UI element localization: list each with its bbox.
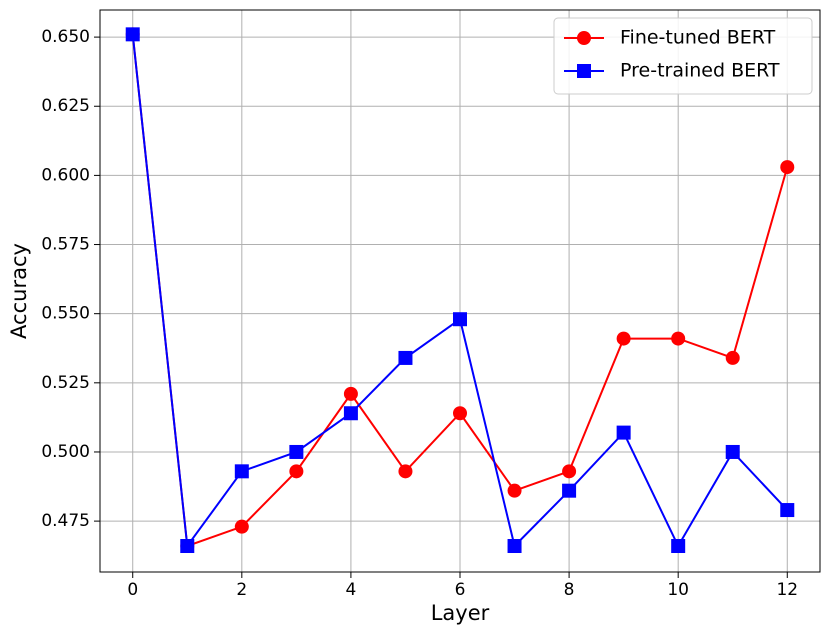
point: [507, 539, 522, 554]
x-tick-label: 2: [236, 580, 247, 600]
x-tick-label: 12: [776, 580, 798, 600]
y-tick-label: 0.475: [41, 511, 90, 531]
point: [289, 444, 304, 459]
point: [562, 483, 577, 498]
point: [725, 444, 740, 459]
y-axis-label: Accuracy: [7, 243, 31, 339]
point: [616, 425, 631, 440]
point: [562, 464, 577, 479]
point: [234, 464, 249, 479]
point: [671, 331, 686, 346]
point: [725, 350, 740, 365]
x-tick-label: 10: [667, 580, 689, 600]
y-tick-label: 0.600: [41, 165, 90, 185]
y-tick-label: 0.625: [41, 96, 90, 116]
point: [125, 27, 140, 42]
point: [343, 386, 358, 401]
point: [780, 160, 795, 175]
x-tick-label: 0: [127, 580, 138, 600]
legend-label: Pre-trained BERT: [620, 60, 780, 82]
plot-frame: [99, 9, 821, 573]
x-tick-label: 4: [345, 580, 356, 600]
y-tick-label: 0.550: [41, 304, 90, 324]
point: [507, 483, 522, 498]
legend-marker: [577, 31, 591, 45]
point: [780, 503, 795, 518]
legend-box: [553, 17, 813, 95]
point: [453, 406, 467, 421]
point: [234, 519, 249, 534]
point: [343, 406, 358, 421]
point: [398, 350, 413, 365]
x-axis-label: Layer: [431, 601, 490, 625]
y-tick-label: 0.500: [41, 442, 90, 462]
y-tick-label: 0.650: [41, 27, 90, 47]
legend-marker: [577, 64, 591, 78]
point: [616, 331, 631, 346]
y-tick-label: 0.525: [41, 373, 90, 393]
x-tick-label: 6: [455, 580, 466, 600]
point: [289, 464, 304, 479]
point: [398, 464, 413, 479]
x-tick-label: 8: [564, 580, 575, 600]
legend-label: Fine-tuned BERT: [620, 27, 776, 49]
point: [671, 539, 686, 554]
y-tick-label: 0.575: [41, 235, 90, 255]
point: [453, 312, 467, 327]
legend: Fine-tuned BERT Pre-trained BERT: [553, 17, 813, 95]
point: [180, 539, 195, 554]
